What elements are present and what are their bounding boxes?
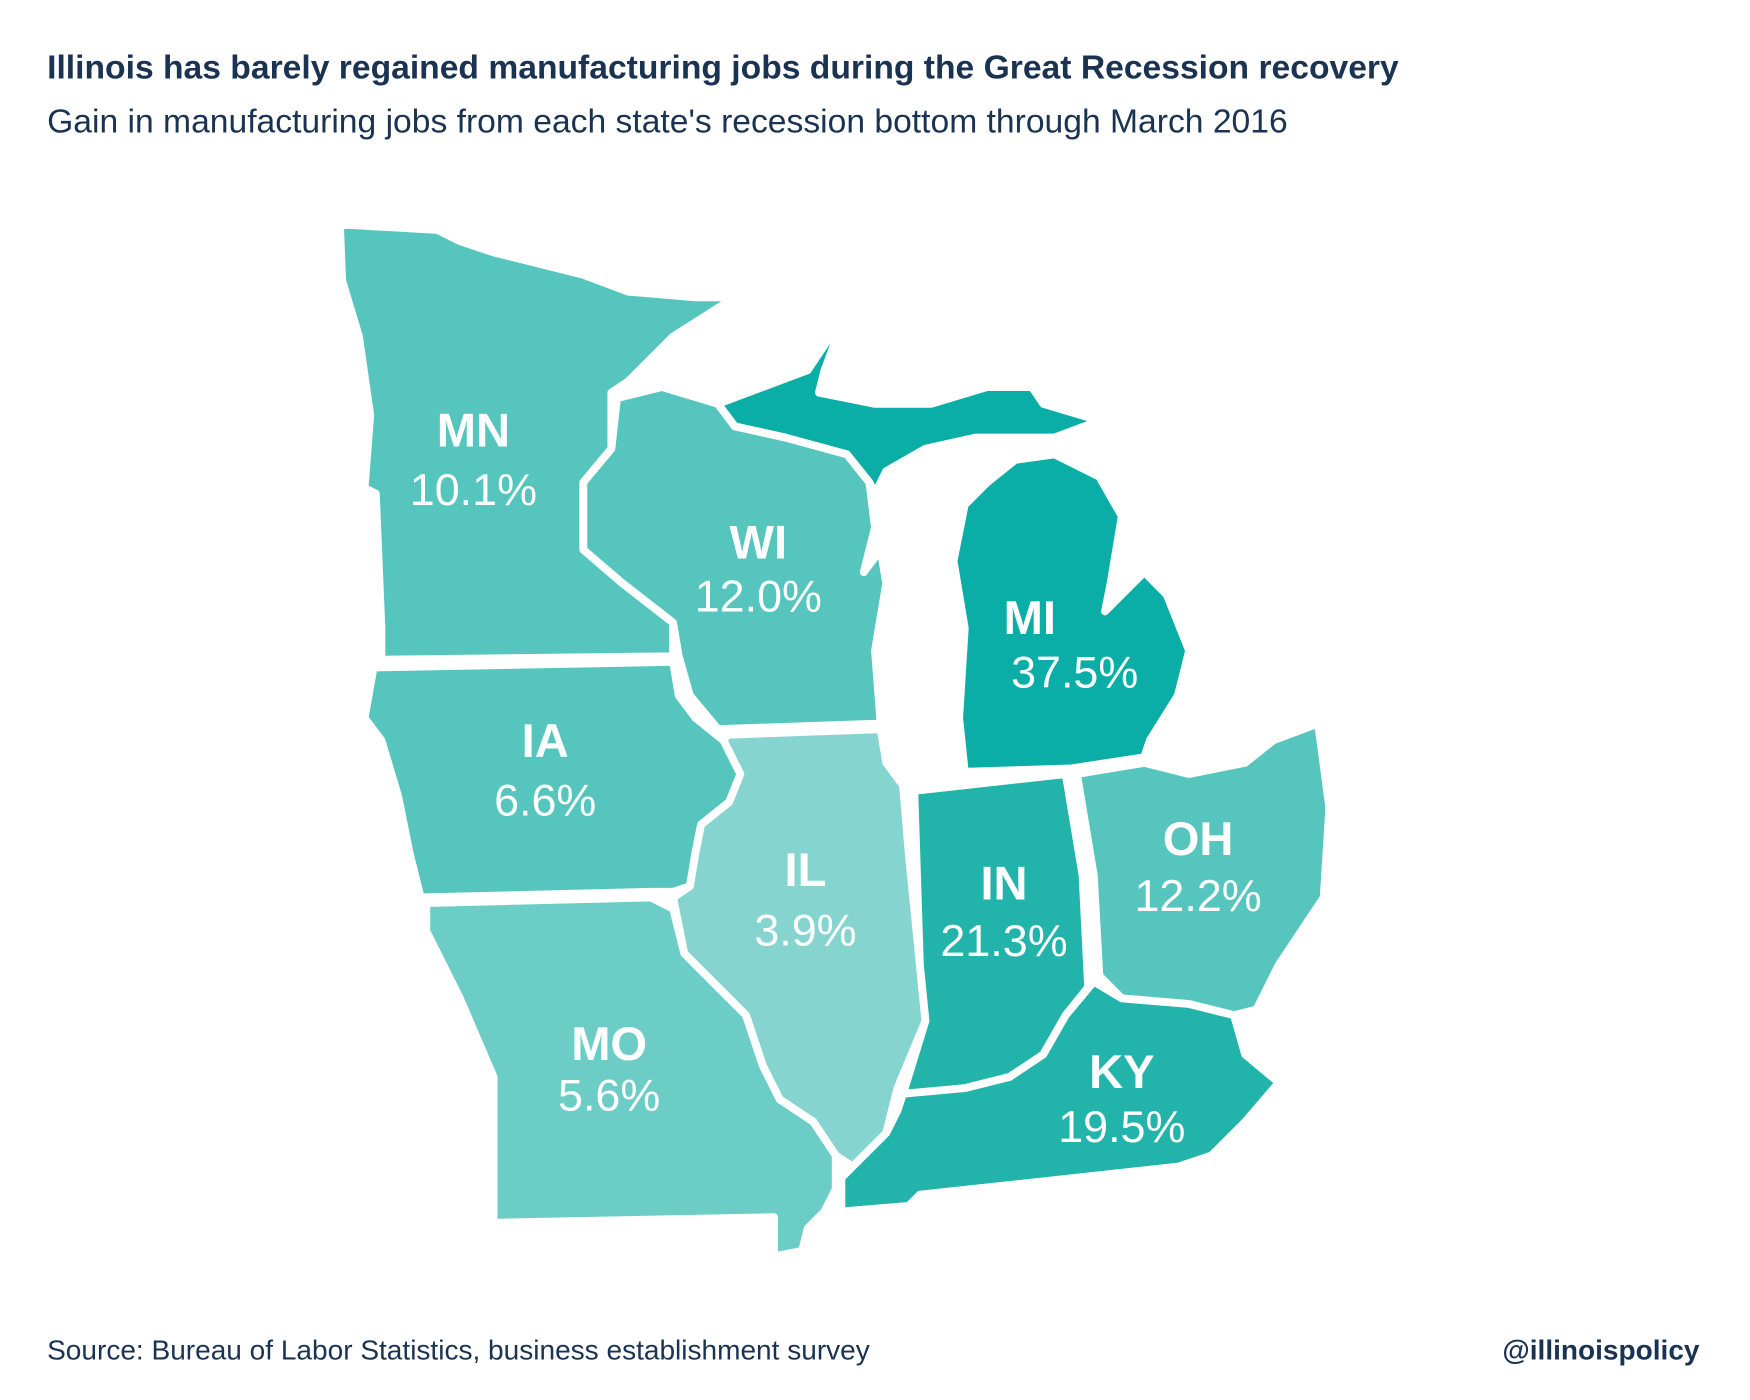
label-ia-value: 6.6% <box>494 775 596 826</box>
label-mo-abbr: MO <box>571 1017 647 1070</box>
state-ky <box>837 977 1283 1216</box>
state-mo <box>422 893 840 1261</box>
label-ky-abbr: KY <box>1089 1045 1154 1098</box>
label-mn-value: 10.1% <box>410 464 537 515</box>
label-mi-value: 37.5% <box>1011 647 1138 698</box>
label-mn-abbr: MN <box>437 403 510 456</box>
label-in-abbr: IN <box>980 857 1027 910</box>
label-wi-value: 12.0% <box>695 570 822 621</box>
states <box>335 220 1334 1261</box>
label-ky-value: 19.5% <box>1058 1101 1185 1152</box>
state-labels: MN 10.1% WI 12.0% MI 37.5% IA 6.6% IL 3.… <box>410 403 1262 1152</box>
state-mi-upper <box>714 327 1104 498</box>
label-mi-abbr: MI <box>1004 591 1056 644</box>
label-wi-abbr: WI <box>730 516 788 569</box>
label-mo-value: 5.6% <box>558 1070 660 1121</box>
state-mi-lower <box>949 450 1194 776</box>
label-in-value: 21.3% <box>940 915 1067 966</box>
chart-subtitle: Gain in manufacturing jobs from each sta… <box>47 103 1288 140</box>
chart-title: Illinois has barely regained manufacturi… <box>47 50 1399 87</box>
label-oh-abbr: OH <box>1163 812 1234 865</box>
brand-handle: @illinoispolicy <box>1502 1335 1700 1366</box>
label-ia-abbr: IA <box>522 714 569 767</box>
label-oh-value: 12.2% <box>1134 870 1261 921</box>
label-il-abbr: IL <box>785 843 827 896</box>
source-note: Source: Bureau of Labor Statistics, busi… <box>47 1335 870 1366</box>
label-il-value: 3.9% <box>754 905 856 956</box>
